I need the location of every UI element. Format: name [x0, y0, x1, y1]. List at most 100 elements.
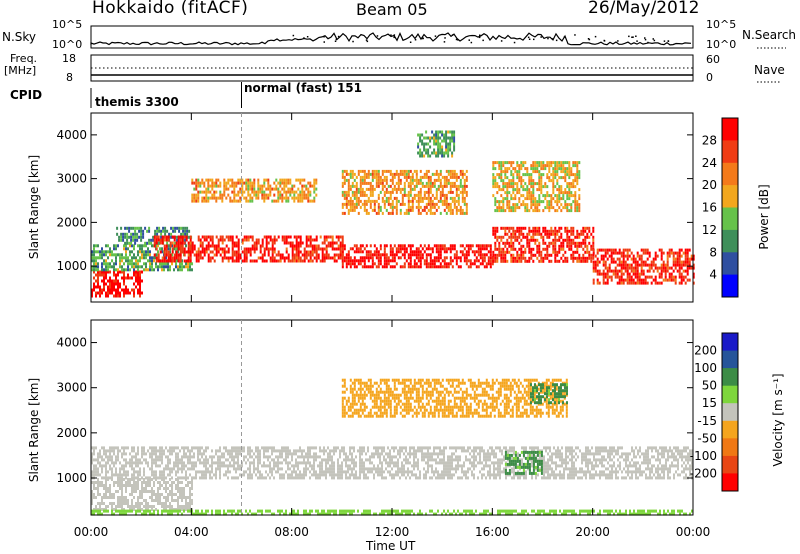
heatmap-cell — [167, 235, 170, 239]
heatmap-cell — [295, 250, 298, 254]
heatmap-cell — [459, 181, 462, 185]
heatmap-cell — [375, 199, 378, 203]
heatmap-cell — [592, 235, 595, 239]
heatmap-cell — [381, 178, 384, 182]
heatmap-cell — [642, 278, 645, 282]
heatmap-cell — [231, 184, 234, 188]
heatmap-cell — [341, 259, 344, 263]
heatmap-cell — [197, 181, 200, 185]
nsearch-point — [306, 36, 309, 38]
heatmap-cell — [672, 257, 675, 261]
heatmap-cell — [489, 250, 492, 254]
heatmap-cell — [99, 294, 101, 298]
heatmap-cell — [449, 172, 452, 176]
heatmap-cell — [544, 256, 547, 260]
heatmap-cell — [387, 211, 390, 215]
heatmap-cell — [309, 181, 312, 185]
heatmap-cell — [560, 209, 563, 213]
heatmap-cell — [349, 452, 351, 456]
heatmap-cell — [660, 263, 663, 267]
heatmap-cell — [221, 259, 224, 263]
heatmap-cell — [335, 235, 338, 239]
heatmap-cell — [485, 265, 488, 269]
heatmap-cell — [377, 196, 380, 200]
heatmap-cell — [395, 202, 398, 206]
heatmap-cell — [463, 199, 466, 203]
heatmap-cell — [397, 464, 399, 468]
heatmap-cell — [419, 244, 422, 248]
heatmap-cell — [447, 205, 450, 209]
heatmap-cell — [510, 253, 513, 257]
heatmap-cell — [283, 235, 286, 239]
heatmap-cell — [149, 262, 151, 266]
heatmap-cell — [407, 202, 410, 206]
heatmap-cell — [155, 461, 157, 465]
heatmap-cell — [690, 257, 693, 261]
heatmap-cell — [117, 244, 119, 248]
heatmap-cell — [560, 176, 563, 180]
heatmap-cell — [417, 178, 420, 182]
heatmap-cell — [409, 256, 412, 260]
heatmap-cell — [572, 161, 575, 165]
heatmap-cell — [449, 181, 452, 185]
heatmap-cell — [109, 476, 111, 480]
heatmap-cell — [281, 452, 283, 456]
heatmap-cell — [279, 190, 282, 194]
heatmap-cell — [159, 247, 161, 251]
heatmap-cell — [578, 176, 581, 180]
heatmap-cell — [185, 265, 187, 269]
heatmap-cell — [518, 235, 521, 239]
heatmap-cell — [237, 458, 239, 462]
heatmap-cell — [211, 193, 214, 197]
heatmap-cell — [684, 248, 687, 252]
heatmap-cell — [323, 458, 325, 462]
heatmap-cell — [191, 446, 193, 450]
heatmap-cell — [570, 182, 573, 186]
heatmap-cell — [572, 232, 575, 236]
heatmap-cell — [475, 244, 478, 248]
heatmap-cell — [107, 294, 109, 298]
heatmap-cell — [407, 172, 410, 176]
heatmap-cell — [443, 256, 446, 260]
heatmap-cell — [662, 266, 665, 270]
heatmap-cell — [261, 253, 264, 257]
heatmap-cell — [692, 254, 695, 258]
heatmap-cell — [520, 253, 523, 257]
heatmap-cell — [159, 250, 162, 254]
heatmap-cell — [453, 145, 456, 149]
heatmap-cell — [397, 175, 400, 179]
heatmap-cell — [365, 208, 368, 212]
heatmap-cell — [281, 253, 284, 257]
heatmap-cell — [592, 238, 595, 242]
heatmap-cell — [475, 250, 478, 254]
nsearch-point — [444, 37, 446, 39]
heatmap-cell — [119, 270, 121, 274]
heatmap-cell — [377, 253, 380, 257]
heatmap-cell — [367, 250, 370, 254]
heatmap-cell — [367, 458, 369, 462]
heatmap-cell — [189, 244, 192, 248]
heatmap-cell — [574, 250, 577, 254]
heatmap-cell — [161, 268, 163, 272]
heatmap-cell — [520, 179, 523, 183]
heatmap-cell — [99, 291, 101, 295]
heatmap-cell — [558, 194, 561, 198]
heatmap-cell — [536, 232, 539, 236]
heatmap-cell — [558, 200, 561, 204]
heatmap-cell — [542, 173, 545, 177]
heatmap-cell — [592, 253, 595, 257]
heatmap-cell — [389, 196, 392, 200]
heatmap-cell — [91, 455, 93, 459]
heatmap-cell — [287, 455, 289, 459]
heatmap-cell — [417, 211, 420, 215]
heatmap-cell — [337, 244, 340, 248]
heatmap-cell — [237, 461, 239, 465]
heatmap-cell — [532, 167, 535, 171]
heatmap-cell — [271, 241, 274, 245]
heatmap-cell — [652, 269, 655, 273]
heatmap-cell — [467, 250, 470, 254]
heatmap-cell — [111, 449, 113, 453]
heatmap-cell — [309, 253, 312, 257]
heatmap-cell — [514, 259, 517, 263]
heatmap-cell — [359, 244, 362, 248]
